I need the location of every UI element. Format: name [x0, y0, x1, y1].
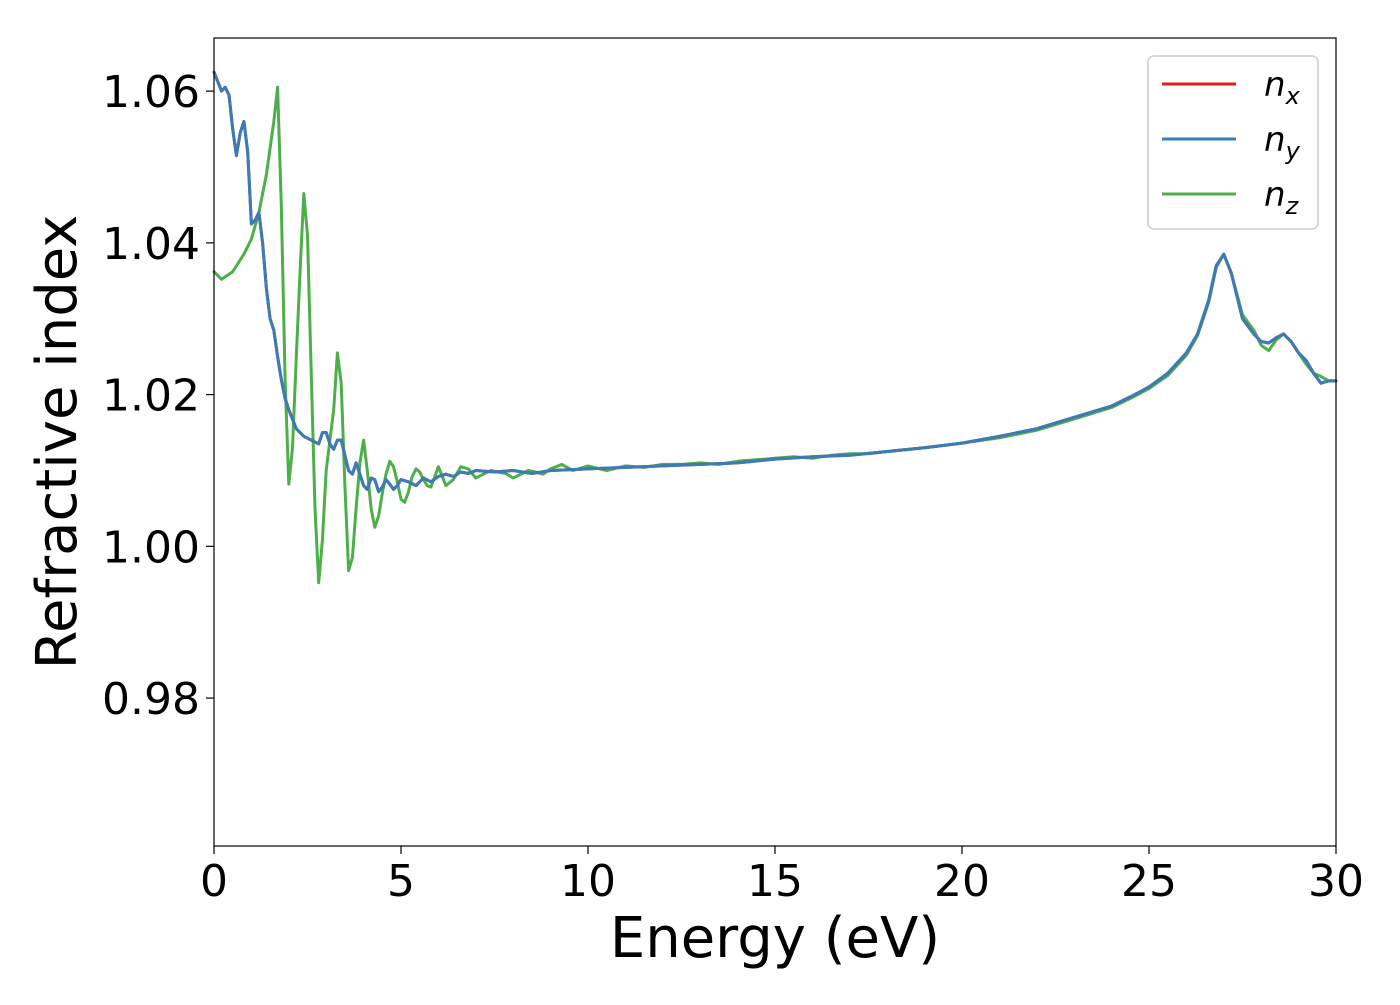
y-tick-label: 1.02: [102, 371, 200, 422]
x-tick-label: 25: [1121, 856, 1177, 907]
x-tick-label: 5: [387, 856, 415, 907]
x-axis-ticks: 0 5 10 15 20 25 30: [200, 846, 1364, 907]
y-tick-label: 1.00: [102, 522, 200, 573]
y-tick-label: 1.04: [102, 219, 200, 270]
legend-label-ny: ny: [1264, 120, 1301, 165]
legend-box: [1147, 55, 1319, 230]
x-tick-label: 30: [1308, 856, 1364, 907]
x-axis-title: Energy (eV): [610, 906, 940, 971]
y-tick-label: 0.98: [102, 674, 200, 725]
x-tick-label: 0: [200, 856, 228, 907]
x-tick-label: 15: [747, 856, 803, 907]
series-line-nz: [212, 85, 1338, 585]
legend-label-nz: nz: [1264, 175, 1300, 220]
y-axis-ticks: 0.98 1.00 1.02 1.04 1.06: [102, 67, 214, 725]
y-axis-title: Refractive index: [25, 215, 90, 670]
series-line-ny: [212, 70, 1338, 494]
x-tick-label: 20: [934, 856, 990, 907]
legend-items: nx ny nz: [1162, 65, 1301, 220]
y-tick-label: 1.06: [102, 67, 200, 118]
legend: nx ny nz: [1147, 55, 1319, 230]
legend-label-nx: nx: [1264, 65, 1301, 110]
x-tick-label: 10: [560, 856, 616, 907]
series-layer: [212, 70, 1338, 585]
